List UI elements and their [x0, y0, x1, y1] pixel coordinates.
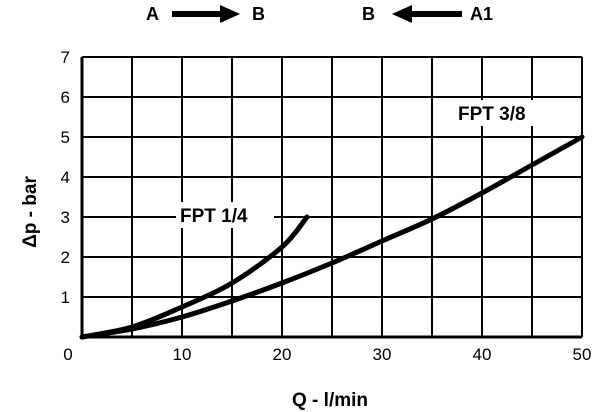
series-label-background	[454, 100, 552, 126]
x-tick-label: 10	[173, 345, 192, 364]
x-tick-label: 30	[373, 345, 392, 364]
y-tick-label: 5	[61, 128, 70, 147]
series-label-background	[176, 202, 274, 228]
chart-grid	[81, 56, 583, 338]
flow-from-label: A1	[470, 4, 493, 24]
flow-direction-a1-to-b: B A1	[362, 4, 493, 24]
arrow-left-icon	[392, 5, 462, 23]
y-tick-label: 7	[61, 48, 70, 67]
x-tick-label: 20	[273, 345, 292, 364]
x-tick-label: 50	[573, 345, 592, 364]
y-axis-label: Δp - bar	[20, 176, 41, 248]
y-tick-label: 3	[61, 208, 70, 227]
y-tick-label: 1	[61, 288, 70, 307]
y-tick-label: 2	[61, 248, 70, 267]
series-line-fpt-3-8	[79, 134, 585, 340]
chart-series: FPT 1/4 FPT 3/8	[79, 100, 585, 340]
arrow-right-icon	[172, 5, 240, 23]
series-line-fpt-1-4	[79, 214, 310, 340]
flow-direction-a-to-b: A B	[146, 4, 265, 24]
y-tick-label: 4	[61, 168, 70, 187]
y-tick-label: 6	[61, 88, 70, 107]
flow-to-label: B	[362, 4, 375, 24]
x-tick-label: 40	[473, 345, 492, 364]
flow-from-label: A	[146, 4, 159, 24]
series-label-fpt-1-4: FPT 1/4	[180, 206, 248, 227]
x-axis-label: Q - l/min	[292, 390, 368, 411]
series-label-fpt-3-8: FPT 3/8	[458, 104, 526, 125]
flow-to-label: B	[252, 4, 265, 24]
chart-tick-labels: 0 10 20 30 40 50 1 2 3 4 5 6 7	[61, 48, 592, 364]
chart-axes	[80, 57, 582, 339]
x-tick-label: 0	[63, 345, 72, 364]
